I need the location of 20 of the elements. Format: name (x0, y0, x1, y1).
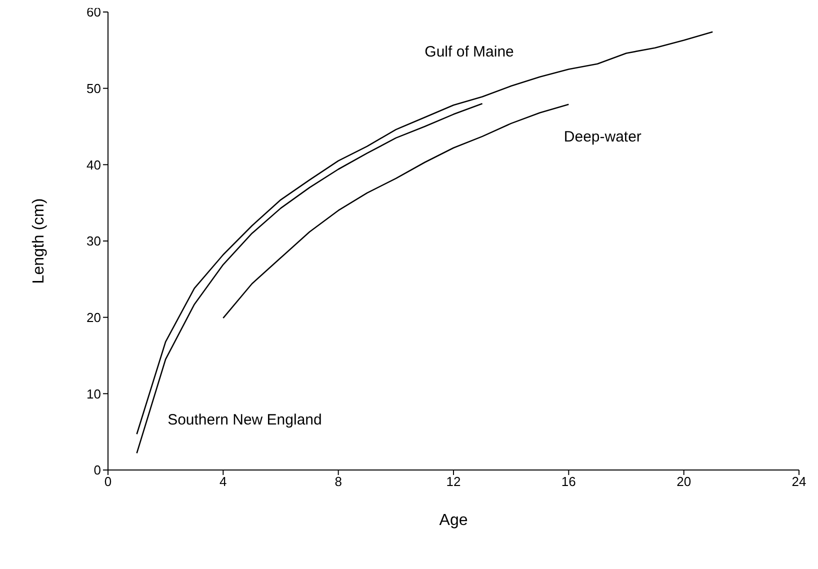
x-tick-label: 12 (446, 474, 461, 490)
line-series (136, 31, 714, 435)
series-label: Southern New England (168, 411, 322, 428)
y-tick-label: 10 (86, 386, 101, 402)
y-tick-label: 20 (86, 310, 101, 325)
x-axis-title: Age (439, 512, 468, 529)
x-tick-label: 4 (220, 474, 227, 490)
line-series (136, 102, 483, 454)
y-axis-title: Length (cm) (30, 198, 48, 284)
y-tick-label: 50 (86, 80, 101, 96)
x-tick-label: 24 (792, 474, 806, 490)
series-label: Deep-water (564, 128, 642, 146)
x-tick-label: 0 (104, 474, 112, 490)
y-tick-label: 40 (86, 157, 101, 172)
y-tick-label: 0 (94, 462, 101, 478)
y-tick-label: 30 (86, 234, 101, 249)
x-tick-label: 20 (676, 474, 692, 490)
x-tick-label: 8 (334, 474, 342, 490)
series-label: Gulf of Maine (424, 44, 514, 61)
x-tick-label: 16 (561, 474, 576, 490)
